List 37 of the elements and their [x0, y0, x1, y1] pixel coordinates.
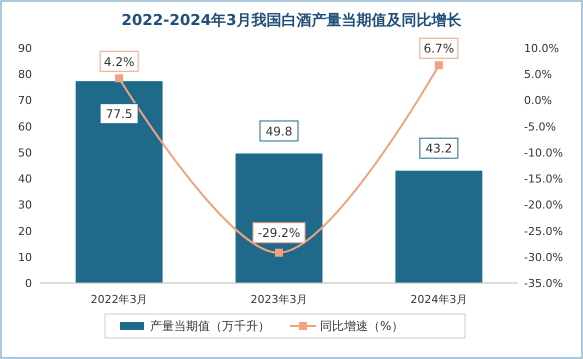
point: [275, 248, 283, 257]
y-tick-label: 30: [18, 198, 32, 212]
data-label: 6.7%: [424, 42, 454, 56]
bar: [394, 170, 484, 284]
y-tick-label: 50: [18, 146, 32, 160]
y2-tick-label: -20.0%: [524, 198, 563, 212]
y2-tick-label: 10.0%: [524, 42, 559, 55]
y2-tick-label: -35.0%: [524, 277, 563, 290]
y-tick-label: 80: [18, 68, 32, 82]
data-label: -29.2%: [258, 226, 300, 240]
y2-tick-label: 5.0%: [524, 68, 552, 82]
bar: [74, 80, 164, 284]
chart-title: 2022-2024年3月我国白酒产量当期值及同比增长: [121, 11, 463, 29]
y2-tick-label: -5.0%: [524, 120, 556, 134]
y-tick-label: 90: [18, 42, 32, 55]
data-label: 77.5: [106, 107, 132, 122]
y-tick-label: 20: [18, 224, 32, 238]
data-label: 43.2: [426, 142, 452, 156]
y-tick-label: 60: [18, 120, 32, 134]
y2-tick-label: -30.0%: [524, 250, 563, 264]
x-tick-label: 2023年3月: [250, 293, 308, 306]
data-label: 4.2%: [104, 54, 134, 69]
y-tick-label: 0: [25, 277, 32, 290]
y2-tick-label: -25.0%: [524, 224, 563, 238]
y2-tick-label: -10.0%: [524, 146, 563, 160]
y-tick-label: 70: [18, 94, 32, 108]
y-tick-label: 10: [18, 250, 32, 264]
point: [115, 74, 124, 82]
y2-tick-label: 0.0%: [524, 94, 552, 108]
legend-label: 同比增速（%）: [320, 319, 404, 333]
x-tick-label: 2024年3月: [410, 293, 468, 306]
y2-tick-label: -15.0%: [524, 172, 563, 186]
point: [434, 61, 443, 70]
legend-label: 产量当期值（万千升）: [150, 319, 270, 333]
y-tick-label: 40: [18, 172, 32, 186]
x-tick-label: 2022年3月: [90, 293, 148, 306]
data-label: 49.8: [266, 124, 292, 138]
